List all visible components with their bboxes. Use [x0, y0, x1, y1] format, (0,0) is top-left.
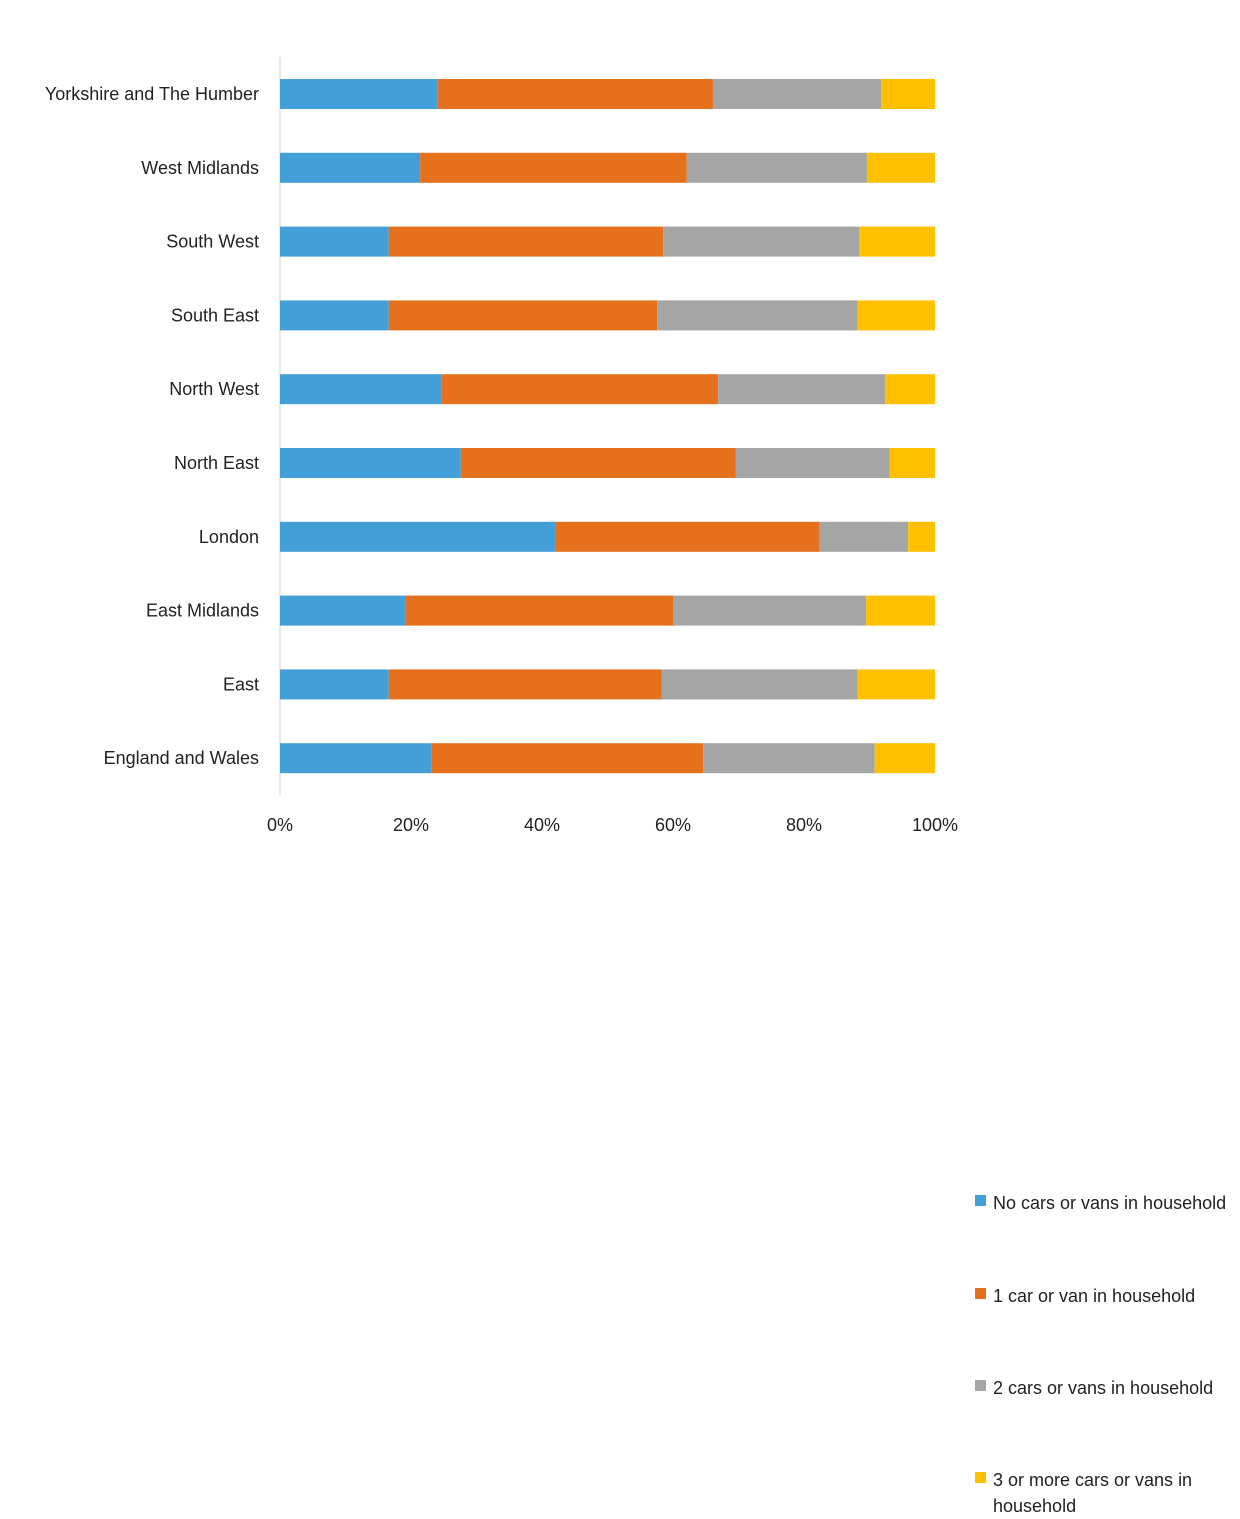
bar-segment	[663, 226, 860, 257]
bar-segment	[657, 300, 858, 331]
bar-segment	[555, 521, 820, 552]
category-label: South West	[166, 232, 259, 252]
category-label: Yorkshire and The Humber	[45, 84, 259, 104]
bar-segment	[437, 79, 713, 109]
legend-label: 3 or more cars or vans in household	[993, 1470, 1193, 1516]
bar-segment	[661, 669, 858, 700]
category-label: London	[199, 527, 259, 547]
x-tick-label: 20%	[393, 815, 429, 835]
bar-segment	[857, 300, 935, 331]
legend-label: 1 car or van in household	[993, 1286, 1196, 1306]
bar-segment	[388, 300, 658, 331]
bar-segment	[866, 152, 935, 183]
legend-item: No cars or vans in household	[975, 1190, 1233, 1216]
legend-item: 2 cars or vans in household	[975, 1375, 1233, 1401]
bar-segment	[885, 374, 935, 405]
bar-segment	[420, 152, 687, 183]
bar-segment	[280, 669, 389, 700]
category-label: North West	[169, 379, 259, 399]
x-tick-label: 40%	[524, 815, 560, 835]
category-label: North East	[174, 453, 259, 473]
bar-segment	[280, 521, 556, 552]
legend-swatch	[975, 1380, 986, 1391]
legend-label: No cars or vans in household	[993, 1193, 1227, 1213]
bar-segment	[431, 743, 704, 774]
bar-segment	[866, 595, 935, 626]
bar-segment	[388, 669, 662, 700]
bar-segment	[405, 595, 673, 626]
category-label: East	[223, 674, 259, 694]
bar-segment	[441, 374, 719, 405]
bar-segment	[735, 448, 890, 478]
bar-segment	[280, 152, 421, 183]
bar-segment	[280, 226, 389, 257]
bar-segment	[280, 743, 432, 774]
bar-segment	[460, 448, 736, 478]
bar-segment	[280, 374, 442, 405]
bar-segment	[280, 448, 461, 478]
legend-item: 1 car or van in household	[975, 1283, 1233, 1309]
bar-segment	[819, 521, 909, 552]
bar-segment	[874, 743, 935, 774]
category-label: West Midlands	[141, 158, 259, 178]
bar-segment	[673, 595, 867, 626]
chart: Yorkshire and The Humber West Midlands Sou…	[44, 57, 1227, 1516]
bar-segment	[388, 226, 664, 257]
bar-segment	[703, 743, 875, 774]
bar-segment	[908, 521, 935, 552]
bar-segment	[280, 595, 406, 626]
category-label: England and Wales	[104, 748, 259, 768]
bar-segment	[881, 79, 935, 109]
x-tick-label: 80%	[786, 815, 822, 835]
legend-label: 2 cars or vans in household	[993, 1378, 1214, 1398]
bar-segment	[712, 79, 882, 109]
x-tick-label: 100%	[912, 815, 958, 835]
bar-segment	[718, 374, 886, 405]
bar-segment	[686, 152, 867, 183]
stacked-bar-chart: Yorkshire and The Humber West Midlands Sou…	[45, 57, 958, 835]
legend-swatch	[975, 1288, 986, 1299]
bar-segment	[859, 226, 935, 257]
bar-segment	[889, 448, 935, 478]
legend-swatch	[975, 1472, 986, 1483]
category-label: South East	[171, 305, 259, 325]
legend-swatch	[975, 1195, 986, 1206]
x-tick-label: 60%	[655, 815, 691, 835]
category-label: East Midlands	[146, 601, 259, 621]
bar-segment	[280, 300, 389, 331]
bar-segment	[280, 79, 438, 109]
x-tick-label: 0%	[267, 815, 293, 835]
bar-segment	[857, 669, 935, 700]
legend-item: 3 or more cars or vans in household	[975, 1467, 1233, 1519]
